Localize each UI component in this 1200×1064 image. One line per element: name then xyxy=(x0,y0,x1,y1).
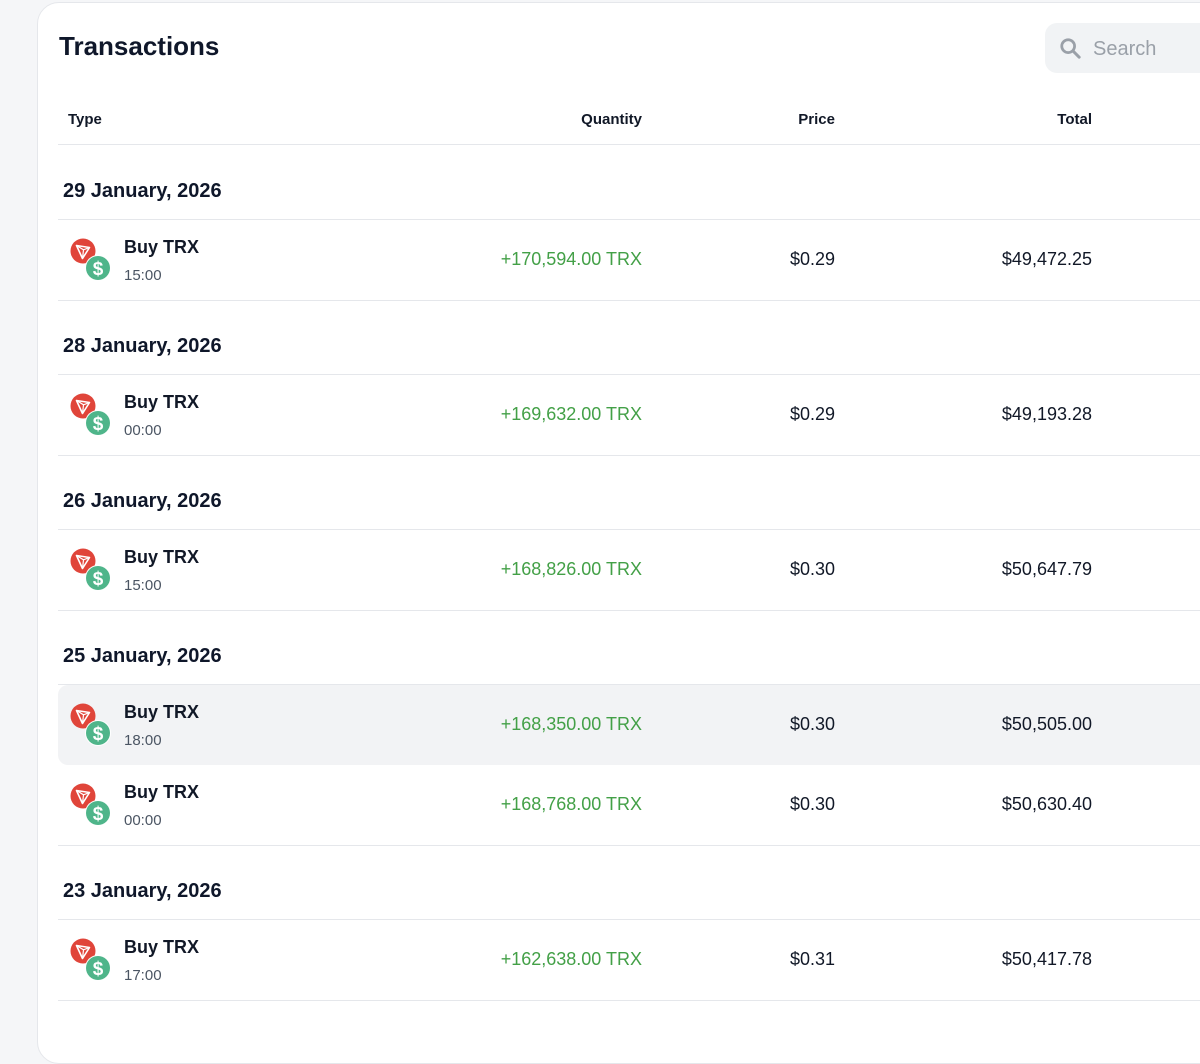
divider xyxy=(58,1000,1200,1001)
divider xyxy=(58,300,1200,301)
transaction-price: $0.31 xyxy=(789,949,835,969)
transaction-quantity: +168,768.00 TRX xyxy=(500,794,642,814)
date-group-header: 25 January, 2026 xyxy=(63,645,222,667)
svg-text:$: $ xyxy=(93,414,104,435)
tron-coin-icon xyxy=(70,393,96,419)
transaction-price: $0.29 xyxy=(789,404,835,424)
divider xyxy=(58,455,1200,456)
svg-text:$: $ xyxy=(93,959,104,980)
divider xyxy=(58,529,1200,530)
transaction-total: $49,193.28 xyxy=(1001,404,1092,424)
search-input[interactable] xyxy=(1091,23,1200,75)
transaction-type: Buy TRX xyxy=(124,392,200,412)
transaction-total: $50,417.78 xyxy=(1001,949,1092,969)
transaction-type: Buy TRX xyxy=(124,547,200,567)
dollar-coin-icon: $ xyxy=(85,720,111,746)
dollar-coin-icon: $ xyxy=(85,565,111,591)
dollar-coin-icon: $ xyxy=(85,800,111,826)
divider xyxy=(58,374,1200,375)
transaction-price: $0.30 xyxy=(789,714,835,734)
transaction-type: Buy TRX xyxy=(124,702,200,722)
date-group-header: 26 January, 2026 xyxy=(63,490,222,512)
transaction-price: $0.30 xyxy=(789,794,835,814)
transaction-time: 15:00 xyxy=(124,267,162,284)
column-header-total[interactable]: Total xyxy=(1057,111,1092,128)
tron-coin-icon xyxy=(70,238,96,264)
transaction-time: 00:00 xyxy=(124,812,162,829)
column-header-type[interactable]: Type xyxy=(68,111,102,128)
transaction-row[interactable]: $ Buy TRX 18:00 +168,350.00 TRX $0.30 $50,50… xyxy=(58,685,1200,765)
transaction-type: Buy TRX xyxy=(124,937,200,957)
transaction-time: 17:00 xyxy=(124,967,162,984)
column-header-quantity[interactable]: Quantity xyxy=(581,111,642,128)
transaction-row[interactable]: $ Buy TRX 00:00 +169,632.00 TRX $0.29 $49,19… xyxy=(58,375,1200,455)
date-group-header: 29 January, 2026 xyxy=(63,180,222,202)
page-title: Transactions xyxy=(59,31,220,61)
trx-usd-pair-icon: $ xyxy=(70,938,111,981)
trx-usd-pair-icon: $ xyxy=(70,238,111,281)
transaction-type: Buy TRX xyxy=(124,782,200,802)
transaction-row[interactable]: $ Buy TRX 15:00 +168,826.00 TRX $0.30 $50,64… xyxy=(58,530,1200,610)
transaction-total: $50,630.40 xyxy=(1001,794,1092,814)
transaction-price: $0.29 xyxy=(789,249,835,269)
trx-usd-pair-icon: $ xyxy=(70,783,111,826)
tron-coin-icon xyxy=(70,783,96,809)
svg-text:$: $ xyxy=(93,804,104,825)
svg-text:$: $ xyxy=(93,259,104,280)
date-group-header: 28 January, 2026 xyxy=(63,335,222,357)
transaction-time: 00:00 xyxy=(124,422,162,439)
divider xyxy=(58,610,1200,611)
transaction-total: $50,647.79 xyxy=(1001,559,1092,579)
column-header-price[interactable]: Price xyxy=(798,111,835,128)
transaction-price: $0.30 xyxy=(789,559,835,579)
divider xyxy=(58,684,1200,685)
date-group-header: 23 January, 2026 xyxy=(63,880,222,902)
trx-usd-pair-icon: $ xyxy=(70,548,111,591)
transaction-time: 18:00 xyxy=(124,732,162,749)
divider xyxy=(58,219,1200,220)
tron-coin-icon xyxy=(70,548,96,574)
transaction-quantity: +168,350.00 TRX xyxy=(500,714,642,734)
transaction-type: Buy TRX xyxy=(124,237,200,257)
trx-usd-pair-icon: $ xyxy=(70,703,111,746)
transaction-total: $50,505.00 xyxy=(1001,714,1092,734)
divider xyxy=(58,845,1200,846)
dollar-coin-icon: $ xyxy=(85,410,111,436)
divider xyxy=(58,919,1200,920)
svg-text:$: $ xyxy=(93,724,104,745)
transaction-row[interactable]: $ Buy TRX 17:00 +162,638.00 TRX $0.31 $50,41… xyxy=(58,920,1200,1000)
trx-usd-pair-icon: $ xyxy=(70,393,111,436)
transaction-quantity: +169,632.00 TRX xyxy=(500,404,642,424)
transaction-quantity: +162,638.00 TRX xyxy=(500,949,642,969)
table-header: Type Quantity Price Total xyxy=(58,96,1200,145)
transaction-quantity: +168,826.00 TRX xyxy=(500,559,642,579)
transaction-row[interactable]: $ Buy TRX 00:00 +168,768.00 TRX $0.30 $50,63… xyxy=(58,765,1200,845)
dollar-coin-icon: $ xyxy=(85,255,111,281)
dollar-coin-icon: $ xyxy=(85,955,111,981)
tron-coin-icon xyxy=(70,938,96,964)
tron-coin-icon xyxy=(70,703,96,729)
transaction-total: $49,472.25 xyxy=(1001,249,1092,269)
transaction-quantity: +170,594.00 TRX xyxy=(500,249,642,269)
svg-text:$: $ xyxy=(93,569,104,590)
transaction-time: 15:00 xyxy=(124,577,162,594)
search-box[interactable] xyxy=(1045,23,1200,75)
search-icon xyxy=(1060,38,1081,59)
transaction-row[interactable]: $ Buy TRX 15:00 +170,594.00 TRX $0.29 $49,47… xyxy=(58,220,1200,300)
transactions-card xyxy=(37,2,1200,1064)
